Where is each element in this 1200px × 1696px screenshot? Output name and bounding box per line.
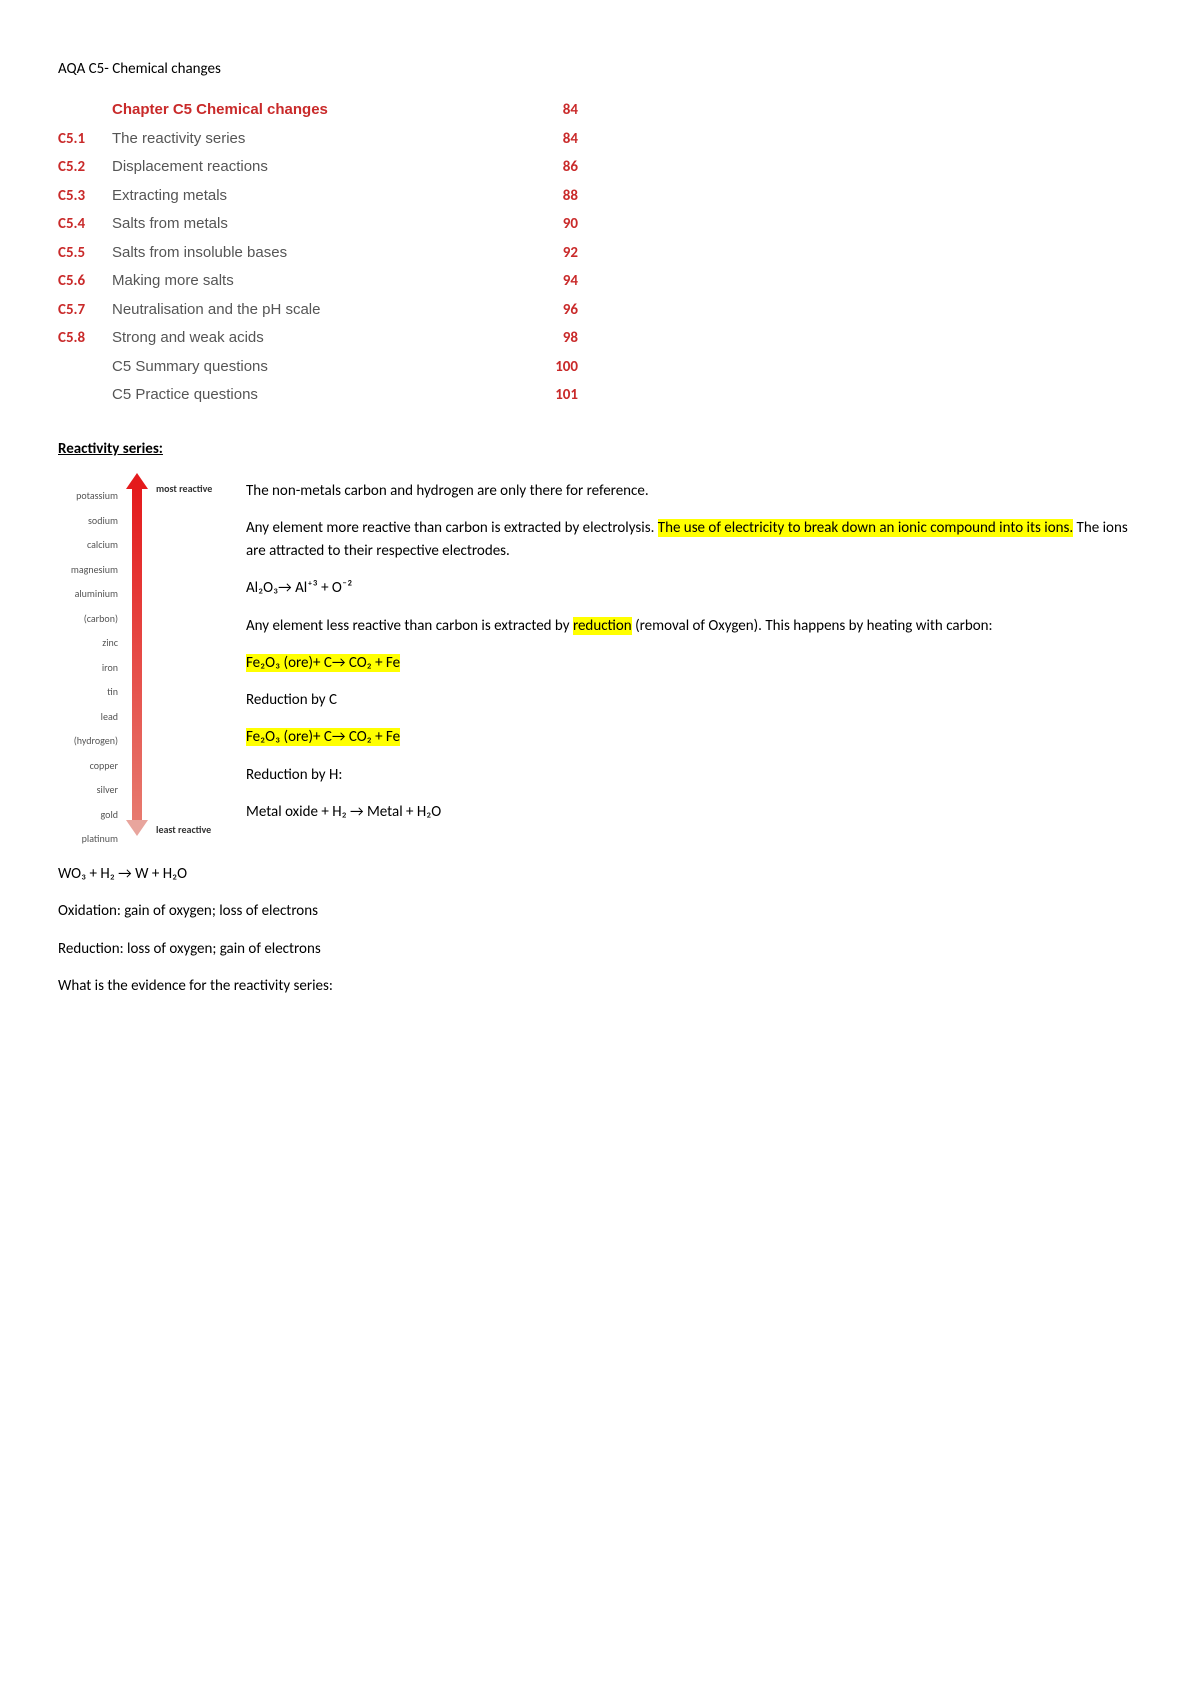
toc-row: C5.5Salts from insoluble bases92 bbox=[58, 239, 578, 268]
toc-row: C5.1The reactivity series84 bbox=[58, 125, 578, 154]
toc-row: C5.3Extracting metals88 bbox=[58, 182, 578, 211]
reactivity-element-row: calcium bbox=[58, 533, 228, 558]
paragraph: Reduction by H: bbox=[246, 764, 1142, 787]
reactivity-element-row: aluminium bbox=[58, 582, 228, 607]
reactivity-element-row: platinum bbox=[58, 827, 228, 852]
toc-row: C5.2Displacement reactions86 bbox=[58, 153, 578, 182]
table-of-contents: Chapter C5 Chemical changes 84 C5.1The r… bbox=[58, 96, 578, 410]
reactivity-element-row: gold bbox=[58, 802, 228, 827]
equation: Fe₂O₃ (ore)+ C→ CO₂ + Fe bbox=[246, 652, 1142, 675]
reactivity-element-label: lead bbox=[58, 711, 124, 722]
toc-topic: Neutralisation and the pH scale bbox=[112, 296, 538, 325]
equation: Fe₂O₃ (ore)+ C→ CO₂ + Fe bbox=[246, 726, 1142, 749]
toc-page: 86 bbox=[538, 153, 578, 182]
toc-header-row: Chapter C5 Chemical changes 84 bbox=[58, 96, 578, 125]
toc-page: 88 bbox=[538, 182, 578, 211]
reactivity-element-row: (hydrogen) bbox=[58, 729, 228, 754]
toc-row: C5.8Strong and weak acids98 bbox=[58, 324, 578, 353]
equation: Al₂O₃→ Al⁺³ + O⁻² bbox=[246, 577, 1142, 600]
reactivity-element-row: lead bbox=[58, 704, 228, 729]
paragraph: Any element more reactive than carbon is… bbox=[246, 517, 1142, 564]
toc-topic: Displacement reactions bbox=[112, 153, 538, 182]
reactivity-element-row: potassium bbox=[58, 484, 228, 509]
text-span: (removal of Oxygen). This happens by hea… bbox=[632, 617, 993, 635]
toc-topic: The reactivity series bbox=[112, 125, 538, 154]
toc-row: C5 Summary questions100 bbox=[58, 353, 578, 382]
reactivity-element-label: silver bbox=[58, 784, 124, 795]
highlighted-text: Fe₂O₃ (ore)+ C→ CO₂ + Fe bbox=[246, 728, 400, 746]
equation: WO₃ + H₂ → W + H₂O bbox=[58, 863, 1142, 886]
reactivity-element-label: (carbon) bbox=[58, 613, 124, 624]
toc-page: 96 bbox=[538, 296, 578, 325]
toc-topic: C5 Summary questions bbox=[112, 353, 538, 382]
toc-page: 98 bbox=[538, 324, 578, 353]
toc-topic: C5 Practice questions bbox=[112, 381, 538, 410]
reactivity-element-label: sodium bbox=[58, 515, 124, 526]
paragraph: Reduction by C bbox=[246, 689, 1142, 712]
toc-header-page: 84 bbox=[538, 96, 578, 125]
reactivity-element-label: (hydrogen) bbox=[58, 735, 124, 746]
toc-page: 94 bbox=[538, 267, 578, 296]
toc-code: C5.1 bbox=[58, 125, 112, 154]
reactivity-element-row: sodium bbox=[58, 508, 228, 533]
reactivity-element-label: gold bbox=[58, 809, 124, 820]
paragraph: Oxidation: gain of oxygen; loss of elect… bbox=[58, 900, 1142, 923]
reactivity-element-label: potassium bbox=[58, 490, 124, 501]
reactivity-element-label: copper bbox=[58, 760, 124, 771]
toc-row: C5.7Neutralisation and the pH scale96 bbox=[58, 296, 578, 325]
highlighted-text: reduction bbox=[573, 617, 632, 635]
reactivity-element-label: magnesium bbox=[58, 564, 124, 575]
toc-topic: Salts from metals bbox=[112, 210, 538, 239]
toc-row: C5.6Making more salts94 bbox=[58, 267, 578, 296]
paragraph: What is the evidence for the reactivity … bbox=[58, 975, 1142, 998]
toc-code: C5.6 bbox=[58, 267, 112, 296]
reactivity-element-row: iron bbox=[58, 655, 228, 680]
toc-topic: Making more salts bbox=[112, 267, 538, 296]
toc-row: C5.4Salts from metals90 bbox=[58, 210, 578, 239]
reactivity-element-label: aluminium bbox=[58, 588, 124, 599]
toc-row: C5 Practice questions101 bbox=[58, 381, 578, 410]
toc-page: 101 bbox=[538, 381, 578, 410]
toc-header-topic: Chapter C5 Chemical changes bbox=[112, 96, 538, 125]
toc-topic: Extracting metals bbox=[112, 182, 538, 211]
paragraph: Reduction: loss of oxygen; gain of elect… bbox=[58, 938, 1142, 961]
text-span: Any element more reactive than carbon is… bbox=[246, 519, 658, 537]
highlighted-text: The use of electricity to break down an … bbox=[658, 519, 1073, 537]
highlighted-text: Fe₂O₃ (ore)+ C→ CO₂ + Fe bbox=[246, 654, 400, 672]
document-title: AQA C5- Chemical changes bbox=[58, 60, 1142, 78]
toc-page: 92 bbox=[538, 239, 578, 268]
toc-page: 84 bbox=[538, 125, 578, 154]
notes-text: The non-metals carbon and hydrogen are o… bbox=[246, 480, 1142, 839]
reactivity-element-label: zinc bbox=[58, 637, 124, 648]
toc-code: C5.7 bbox=[58, 296, 112, 325]
toc-code: C5.4 bbox=[58, 210, 112, 239]
reactivity-element-label: platinum bbox=[58, 833, 124, 844]
paragraph: Any element less reactive than carbon is… bbox=[246, 615, 1142, 638]
toc-code: C5.3 bbox=[58, 182, 112, 211]
toc-code: C5.2 bbox=[58, 153, 112, 182]
text-span: Any element less reactive than carbon is… bbox=[246, 617, 573, 635]
toc-code: C5.8 bbox=[58, 324, 112, 353]
section-title: Reactivity series: bbox=[58, 440, 1142, 458]
reactivity-element-row: silver bbox=[58, 778, 228, 803]
toc-page: 90 bbox=[538, 210, 578, 239]
reactivity-element-row: tin bbox=[58, 680, 228, 705]
paragraph: The non-metals carbon and hydrogen are o… bbox=[246, 480, 1142, 503]
reactivity-element-row: zinc bbox=[58, 631, 228, 656]
reactivity-element-label: calcium bbox=[58, 539, 124, 550]
reactivity-element-row: copper bbox=[58, 753, 228, 778]
toc-topic: Strong and weak acids bbox=[112, 324, 538, 353]
toc-topic: Salts from insoluble bases bbox=[112, 239, 538, 268]
toc-code: C5.5 bbox=[58, 239, 112, 268]
reactivity-series-diagram: most reactive least reactive potassiumso… bbox=[58, 480, 228, 852]
reactivity-element-label: iron bbox=[58, 662, 124, 673]
toc-page: 100 bbox=[538, 353, 578, 382]
reactivity-element-row: (carbon) bbox=[58, 606, 228, 631]
reactivity-element-label: tin bbox=[58, 686, 124, 697]
reactivity-element-row: magnesium bbox=[58, 557, 228, 582]
equation: Metal oxide + H₂ → Metal + H₂O bbox=[246, 801, 1142, 824]
